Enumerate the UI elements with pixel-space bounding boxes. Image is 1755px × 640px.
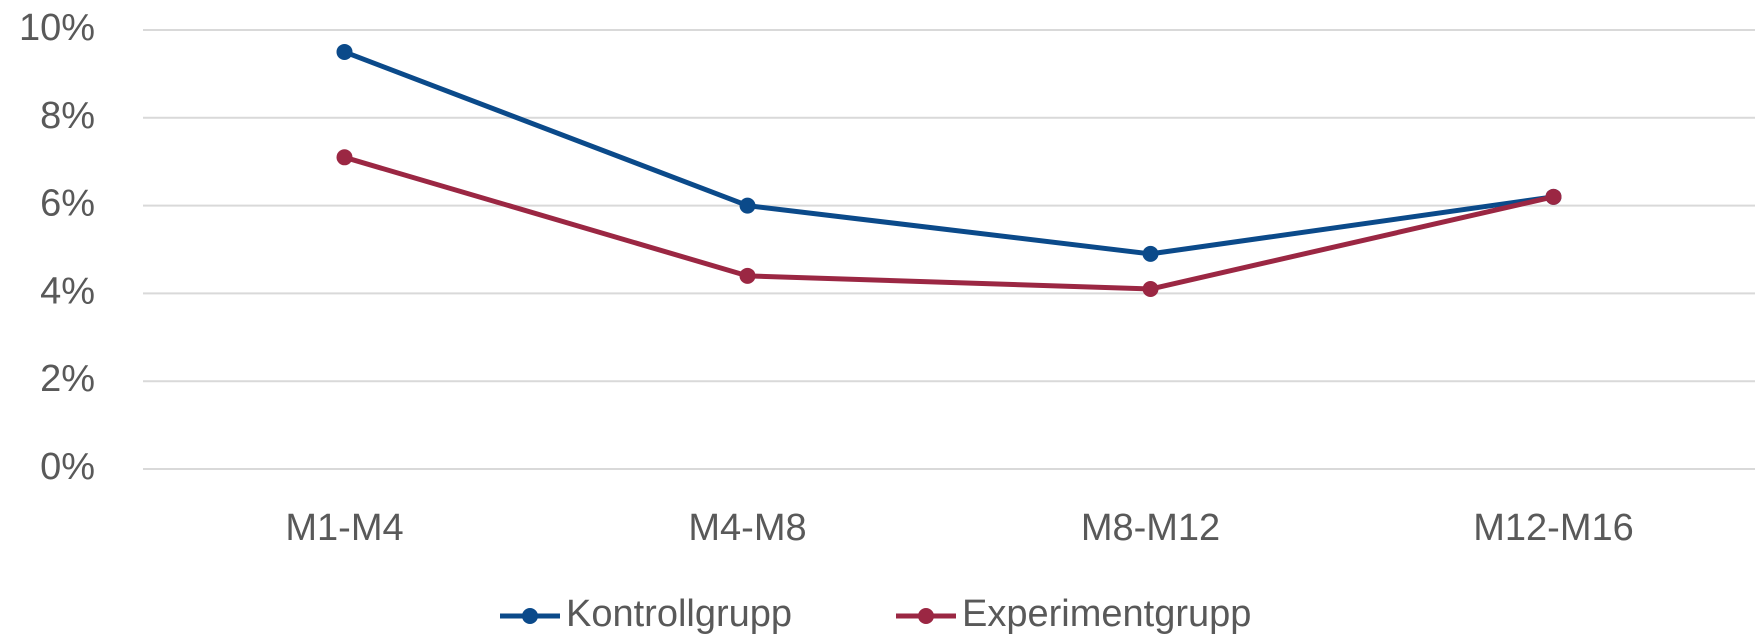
series-line xyxy=(343,49,1554,257)
legend-marker xyxy=(918,608,934,624)
point-marker xyxy=(1142,281,1159,298)
x-tick-label: M1-M4 xyxy=(285,507,403,549)
legend-label: Experimentgrupp xyxy=(962,593,1251,635)
point-marker xyxy=(1142,245,1159,262)
y-tick-label: 10% xyxy=(19,7,95,49)
point-marker xyxy=(739,197,756,214)
x-tick-label: M8-M12 xyxy=(1081,507,1220,549)
y-tick-label: 0% xyxy=(40,446,95,488)
y-tick-label: 2% xyxy=(40,358,95,400)
x-tick-label: M4-M8 xyxy=(688,507,806,549)
legend-marker xyxy=(522,608,538,624)
x-tick-label: M12-M16 xyxy=(1473,507,1634,549)
legend-label: Kontrollgrupp xyxy=(566,593,792,635)
point-marker xyxy=(336,43,353,60)
y-tick-label: 6% xyxy=(40,183,95,225)
y-tick-label: 4% xyxy=(40,270,95,312)
point-marker xyxy=(739,267,756,284)
y-tick-label: 8% xyxy=(40,95,95,137)
series-line xyxy=(343,154,1555,292)
point-marker xyxy=(336,149,353,166)
point-marker xyxy=(1545,188,1562,205)
